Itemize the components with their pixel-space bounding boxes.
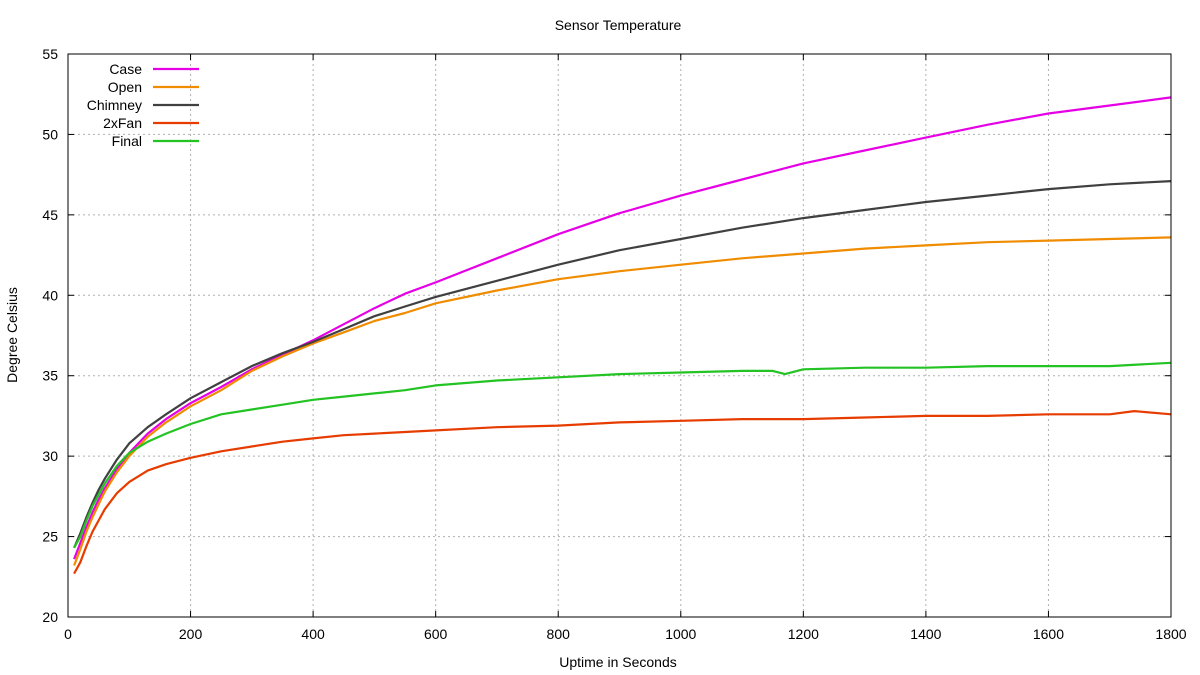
y-tick-label: 30 (42, 448, 58, 464)
grid-lines (68, 54, 1171, 617)
x-axis-tick-labels: 0 200 400 600 800 1000 1200 1400 1600 1800 (64, 626, 1187, 642)
axis-ticks (67, 53, 1172, 618)
y-tick-label: 20 (42, 609, 58, 625)
x-tick-label: 400 (301, 626, 325, 642)
plot-border (67, 53, 1172, 618)
x-axis-label: Uptime in Seconds (559, 654, 677, 670)
series-lines (73, 96, 1172, 575)
y-axis-tick-labels: 20 25 30 35 40 45 50 55 (42, 46, 58, 625)
x-tick-label: 1600 (1033, 626, 1064, 642)
series-line-chimney (73, 180, 1172, 549)
series-line-2xfan (73, 410, 1172, 575)
y-tick-label: 50 (42, 126, 58, 142)
legend-label-open: Open (108, 79, 142, 95)
x-tick-label: 1200 (788, 626, 819, 642)
y-axis-label: Degree Celsius (4, 287, 20, 383)
y-tick-label: 55 (42, 46, 58, 62)
y-tick-label: 35 (42, 368, 58, 384)
x-tick-label: 600 (424, 626, 448, 642)
y-tick-label: 25 (42, 529, 58, 545)
x-tick-label: 1400 (910, 626, 941, 642)
x-tick-label: 0 (64, 626, 72, 642)
series-line-case (73, 96, 1172, 560)
series-line-open (73, 236, 1172, 566)
legend-label-final: Final (112, 133, 142, 149)
legend-label-case: Case (109, 61, 142, 77)
x-tick-label: 200 (179, 626, 203, 642)
series-line-final (73, 361, 1172, 549)
x-tick-label: 1000 (665, 626, 696, 642)
chart-title: Sensor Temperature (555, 17, 682, 33)
x-tick-label: 1800 (1155, 626, 1186, 642)
legend-label-2xfan: 2xFan (103, 115, 142, 131)
y-tick-label: 45 (42, 207, 58, 223)
legend: Case Open Chimney 2xFan Final (87, 61, 199, 149)
y-tick-label: 40 (42, 287, 58, 303)
legend-label-chimney: Chimney (87, 97, 142, 113)
x-tick-label: 800 (547, 626, 571, 642)
